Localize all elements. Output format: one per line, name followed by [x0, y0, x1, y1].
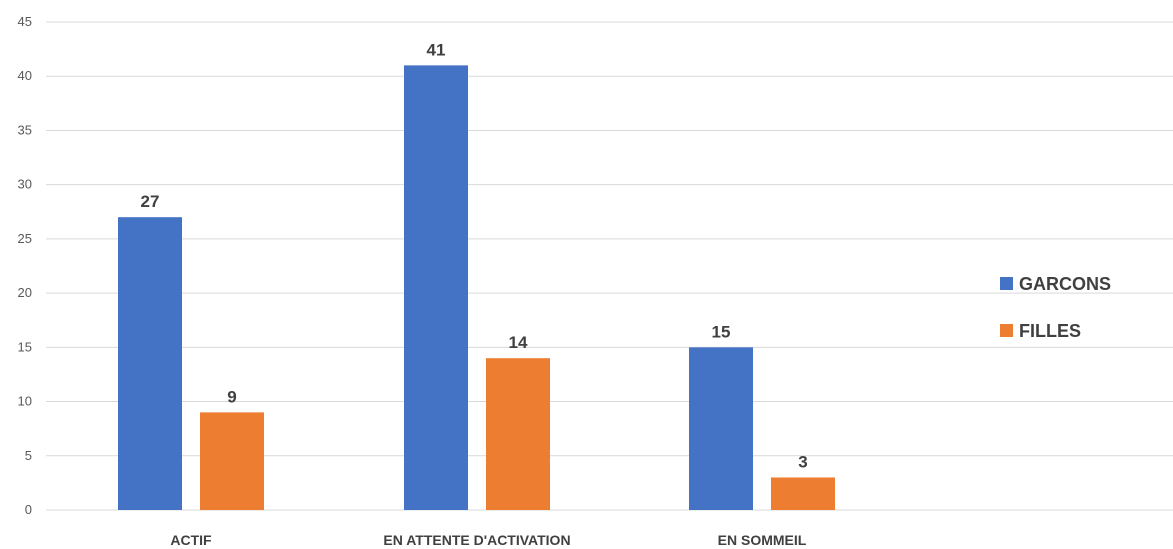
data-label-garcons-0: 27 — [141, 192, 160, 211]
bar-filles-2 — [771, 477, 835, 510]
data-label-garcons-1: 41 — [427, 40, 446, 59]
legend: GARCONS FILLES — [1000, 274, 1111, 341]
y-tick-label-15: 15 — [18, 339, 32, 354]
data-label-filles-2: 3 — [798, 452, 807, 471]
y-tick-label-45: 45 — [18, 14, 32, 29]
bar-filles-0 — [200, 412, 264, 510]
legend-label-filles: FILLES — [1019, 321, 1081, 341]
bar-garcons-0 — [118, 217, 182, 510]
category-label-2: EN SOMMEIL — [718, 532, 807, 548]
y-tick-label-40: 40 — [18, 68, 32, 83]
data-label-filles-1: 14 — [509, 333, 528, 352]
data-label-garcons-2: 15 — [712, 322, 731, 341]
bars — [118, 65, 835, 510]
legend-label-garcons: GARCONS — [1019, 274, 1111, 294]
category-label-1: EN ATTENTE D'ACTIVATION — [383, 532, 570, 548]
y-tick-label-0: 0 — [25, 502, 32, 517]
bar-garcons-2 — [689, 347, 753, 510]
category-labels: ACTIF EN ATTENTE D'ACTIVATION EN SOMMEIL — [170, 532, 806, 548]
y-tick-label-5: 5 — [25, 448, 32, 463]
y-tick-label-10: 10 — [18, 394, 32, 409]
legend-swatch-garcons — [1000, 277, 1013, 290]
bar-garcons-1 — [404, 65, 468, 510]
y-tick-label-25: 25 — [18, 231, 32, 246]
y-tick-label-30: 30 — [18, 177, 32, 192]
data-labels: 27 41 15 9 14 3 — [141, 40, 808, 471]
data-label-filles-0: 9 — [227, 387, 236, 406]
y-tick-label-20: 20 — [18, 285, 32, 300]
y-tick-label-35: 35 — [18, 122, 32, 137]
category-label-0: ACTIF — [170, 532, 212, 548]
bar-filles-1 — [486, 358, 550, 510]
legend-swatch-filles — [1000, 324, 1013, 337]
y-axis-ticks: 0 5 10 15 20 25 30 35 40 45 — [18, 14, 32, 517]
